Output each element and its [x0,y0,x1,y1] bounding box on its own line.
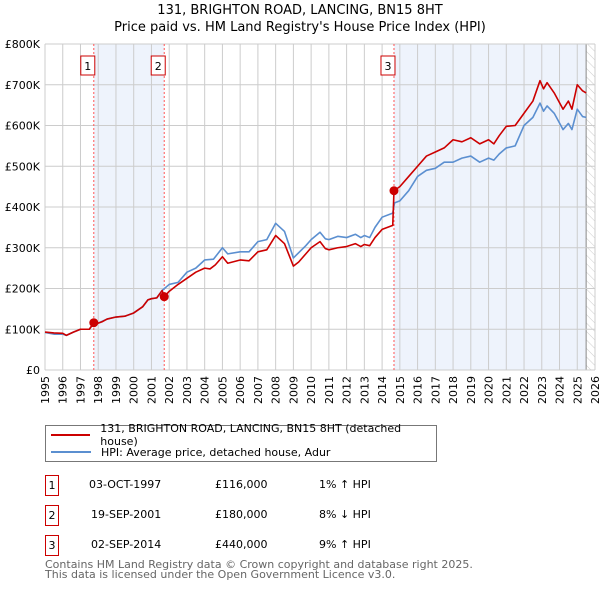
sale-marker-badge: 1 [45,475,59,496]
x-tick-label: 2013 [358,376,371,404]
legend-line-red [51,434,91,436]
legend-label: HPI: Average price, detached house, Adur [101,445,331,459]
x-tick-label: 2021 [500,376,513,404]
x-tick-label: 1996 [57,376,70,404]
x-tick-label: 2001 [145,376,158,404]
table-row: 2 19-SEP-2001 £180,000 8% ↓ HPI [45,505,465,526]
x-tick-label: 2004 [199,376,212,404]
footer-licence: This data is licensed under the Open Gov… [45,568,396,581]
sale-date: 19-SEP-2001 [91,508,162,521]
y-tick-label: £500K [5,160,41,173]
y-tick-label: £100K [5,323,41,336]
x-tick-label: 2023 [536,376,549,404]
y-tick-label: £700K [5,79,41,92]
x-tick-label: 2008 [270,376,283,404]
legend: 131, BRIGHTON ROAD, LANCING, BN15 8HT (d… [45,422,437,462]
x-tick-label: 2003 [181,376,194,404]
footer-copyright: Contains HM Land Registry data © Crown c… [45,558,473,571]
sale-hpi-diff: 8% ↓ HPI [319,508,371,521]
sale-marker-box [80,55,96,76]
x-tick-label: 2000 [128,376,141,404]
sale-marker-badge: 2 [45,505,59,526]
x-tick-label: 2016 [412,376,425,404]
table-row: 1 03-OCT-1997 £116,000 1% ↑ HPI [45,475,465,496]
sale-date: 02-SEP-2014 [91,538,162,551]
x-tick-label: 2022 [518,376,531,404]
x-tick-label: 2019 [465,376,478,404]
y-tick-label: £0 [26,364,40,377]
chart-subtitle: Price paid vs. HM Land Registry's House … [114,20,486,35]
x-tick-label: 2015 [394,376,407,404]
chart-title: 131, BRIGHTON ROAD, LANCING, BN15 8HT [157,3,443,18]
y-tick-label: £400K [5,201,41,214]
sale-marker-label: 3 [384,60,391,73]
x-tick-label: 2011 [323,376,336,404]
legend-item-property: 131, BRIGHTON ROAD, LANCING, BN15 8HT (d… [51,422,436,448]
y-tick-label: £600K [5,120,41,133]
property-line [44,79,587,337]
x-tick-label: 2025 [571,376,584,404]
sale-marker-badge: 3 [45,535,59,556]
sale-price: £440,000 [215,538,268,551]
x-tick-label: 2020 [483,376,496,404]
sale-hpi-diff: 9% ↑ HPI [319,538,371,551]
sale-price: £116,000 [215,478,268,491]
x-tick-label: 2017 [429,376,442,404]
sale-date: 03-OCT-1997 [89,478,162,491]
sale-point [89,318,99,328]
y-tick-label: £800K [5,38,41,51]
x-tick-label: 2026 [589,376,600,404]
legend-label: 131, BRIGHTON ROAD, LANCING, BN15 8HT (d… [100,422,402,448]
y-tick-label: £300K [5,242,41,255]
x-tick-label: 2018 [447,376,460,404]
x-tick-label: 1998 [92,376,105,404]
x-tick-label: 2014 [376,376,389,404]
sale-marker-label: 2 [155,60,162,73]
sale-marker-label: 1 [84,60,91,73]
x-tick-label: 2012 [341,376,354,404]
sale-point [389,186,399,196]
x-tick-label: 1997 [74,376,87,404]
sale-marker-box [380,55,396,76]
x-tick-label: 2005 [216,376,229,404]
legend-item-hpi: HPI: Average price, detached house, Adur [51,444,330,460]
sale-point [159,292,169,302]
table-row: 3 02-SEP-2014 £440,000 9% ↑ HPI [45,535,465,556]
x-tick-label: 2009 [287,376,300,404]
x-tick-label: 2007 [252,376,265,404]
footer: Contains HM Land Registry data © Crown c… [45,558,473,581]
x-tick-label: 1999 [110,376,123,404]
x-tick-label: 2024 [554,376,567,404]
sale-hpi-diff: 1% ↑ HPI [319,478,371,491]
x-tick-label: 1995 [39,376,52,404]
sale-marker-box [150,55,166,76]
sale-price: £180,000 [215,508,268,521]
x-tick-label: 2002 [163,376,176,404]
x-tick-label: 2006 [234,376,247,404]
y-tick-label: £200K [5,283,41,296]
x-tick-label: 2010 [305,376,318,404]
legend-line-blue [51,451,91,453]
price-chart: 1995 1996 1997 1998 1999 2000 2001 2002 2003 2004… [5,38,600,404]
